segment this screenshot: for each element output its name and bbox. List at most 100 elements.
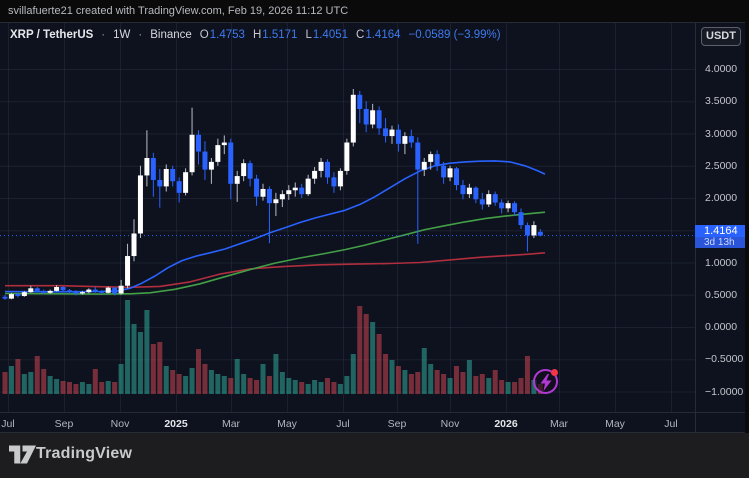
volume-bar xyxy=(266,376,272,394)
legend-separator: · xyxy=(138,29,143,41)
candle-body xyxy=(189,134,195,173)
candle-body xyxy=(137,175,143,234)
volume-bar xyxy=(247,378,253,394)
volume-bar xyxy=(105,381,111,394)
volume-bar xyxy=(144,310,150,394)
candle-body xyxy=(499,202,505,209)
ohlc-low: L 1.4051 xyxy=(305,29,349,41)
volume-bar xyxy=(421,348,427,394)
candle-body xyxy=(389,129,395,137)
time-axis-label: Jul xyxy=(1,418,15,430)
volume-bar xyxy=(460,372,466,394)
candle-body xyxy=(221,142,227,146)
candle-body xyxy=(460,185,466,195)
candle-body xyxy=(447,168,453,178)
chart-widget: XRP / TetherUS · 1W · Binance O 1.4753 H… xyxy=(0,22,745,435)
candle-body xyxy=(479,199,485,205)
volume-bar xyxy=(2,372,8,394)
candle-body xyxy=(183,172,189,193)
price-axis-label: 4.0000 xyxy=(705,63,738,75)
volume-bar xyxy=(86,384,92,394)
candle-body xyxy=(176,181,182,193)
candle-body xyxy=(54,287,60,291)
time-axis-label: May xyxy=(605,418,625,430)
lightning-badge-button[interactable] xyxy=(533,369,558,394)
volume-bar xyxy=(131,324,137,394)
volume-bar xyxy=(112,382,118,394)
candle-body xyxy=(208,161,214,170)
candle-body xyxy=(395,129,401,144)
volume-bar xyxy=(402,370,408,394)
currency-toggle-button[interactable]: USDT xyxy=(701,27,741,46)
time-axis[interactable]: Jul Sep Nov 2025 Mar May Jul Sep Nov 2026 Mar May Ju… xyxy=(0,412,745,435)
volume-bar xyxy=(325,378,330,394)
candle-body xyxy=(325,161,330,178)
tradingview-logo-icon[interactable] xyxy=(9,445,36,464)
volume-bar xyxy=(92,369,98,394)
candle-body xyxy=(357,94,363,109)
volume-bar xyxy=(163,366,169,394)
volume-bar xyxy=(299,382,305,394)
candle-body xyxy=(247,163,253,179)
candle-body xyxy=(466,187,472,195)
volume-bar xyxy=(215,374,221,394)
candle-body xyxy=(376,110,382,129)
candle-body xyxy=(415,142,421,170)
time-axis-label: Sep xyxy=(387,418,407,430)
candle-body xyxy=(157,179,163,187)
volume-bar xyxy=(21,374,27,394)
volume-bar xyxy=(376,334,382,394)
volume-bar xyxy=(383,354,389,394)
candle-body xyxy=(118,285,124,294)
time-axis-label: Mar xyxy=(221,418,241,430)
candle-body xyxy=(408,136,414,143)
candle-body xyxy=(266,188,272,204)
chart-canvas[interactable] xyxy=(0,23,695,412)
candle-body xyxy=(254,178,260,197)
volume-bar xyxy=(350,354,356,394)
volume-bar xyxy=(312,380,318,394)
ohlc-high: H 1.5171 xyxy=(252,29,298,41)
price-axis-label: −0.5000 xyxy=(705,353,744,366)
volume-bar xyxy=(454,366,459,394)
ohlc-open: O 1.4753 xyxy=(199,29,245,41)
ma-red xyxy=(5,252,546,289)
candle-body xyxy=(273,199,279,204)
candle-body xyxy=(505,203,511,209)
ma-green xyxy=(4,211,546,295)
volume-bar xyxy=(441,374,447,394)
volume-bar xyxy=(202,364,208,394)
volume-bar xyxy=(395,366,401,394)
volume-bar xyxy=(331,382,337,394)
candle-body xyxy=(531,225,537,236)
volume-bar xyxy=(337,384,343,394)
volume-bar xyxy=(67,382,72,394)
candle-body xyxy=(331,177,337,187)
candle-body xyxy=(299,187,305,195)
volume-bar xyxy=(363,314,369,394)
notification-dot xyxy=(551,369,558,376)
volume-bar xyxy=(518,378,524,394)
volume-bar xyxy=(60,381,66,394)
last-price-label: 1.4164 3d 13h xyxy=(695,224,745,248)
symbol-title[interactable]: XRP / TetherUS xyxy=(10,29,94,41)
candle-body xyxy=(196,134,201,152)
volume-bar xyxy=(118,364,124,394)
candle-body xyxy=(34,288,40,291)
candle-body xyxy=(228,142,234,184)
candle-body xyxy=(202,151,208,170)
candle-body xyxy=(8,294,14,299)
tradingview-wordmark[interactable]: TradingView xyxy=(36,445,133,462)
volume-bar xyxy=(499,380,505,394)
volume-bar xyxy=(47,376,53,394)
candle-body xyxy=(344,142,350,171)
price-axis[interactable]: 4.00003.50003.00002.50002.00001.50001.00… xyxy=(695,23,745,412)
bar-countdown: 3d 13h xyxy=(695,236,745,248)
candle-body xyxy=(163,168,169,187)
volume-bar xyxy=(466,360,472,394)
candle-body xyxy=(86,289,92,293)
volume-bar xyxy=(15,359,21,394)
volume-bar xyxy=(479,374,485,394)
price-pane[interactable] xyxy=(0,23,695,412)
interval-label[interactable]: 1W xyxy=(113,29,131,41)
